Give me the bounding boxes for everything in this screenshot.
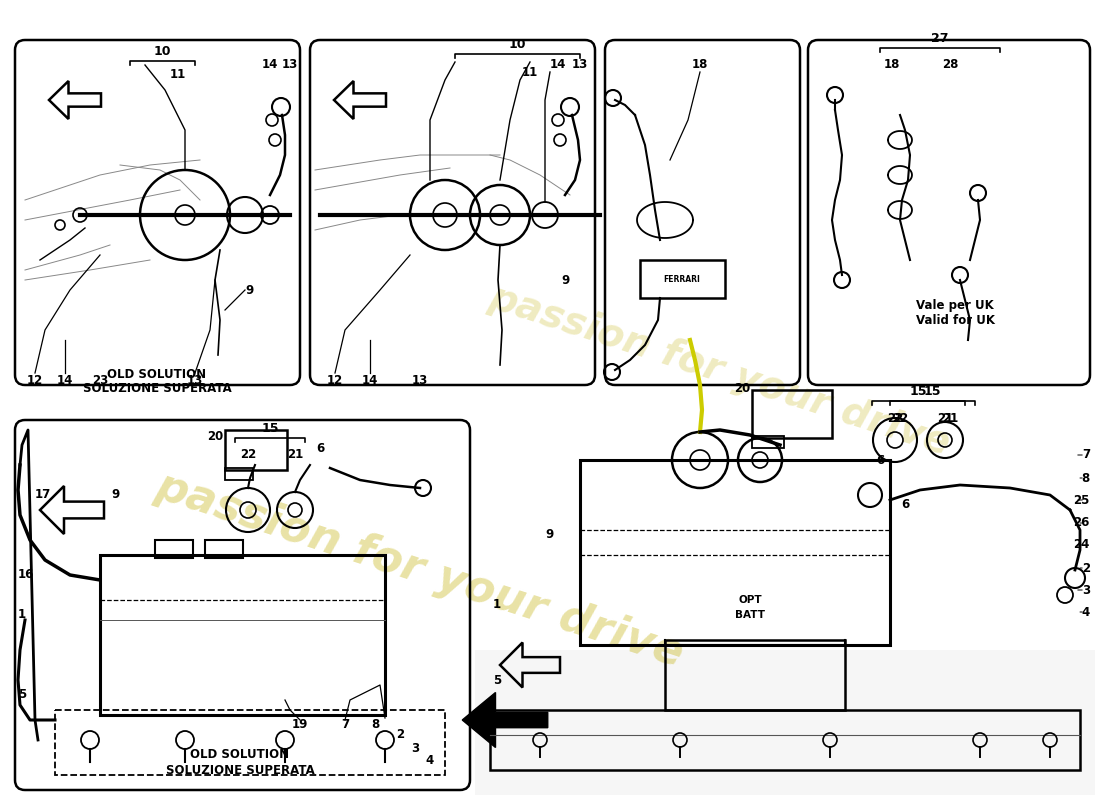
Text: 13: 13 (572, 58, 588, 71)
Text: 1: 1 (493, 598, 502, 611)
Text: 13: 13 (411, 374, 428, 386)
Text: 14: 14 (262, 58, 278, 71)
Text: 9: 9 (546, 529, 554, 542)
Bar (752, 390, 832, 438)
Text: 13: 13 (282, 58, 298, 71)
Polygon shape (462, 693, 548, 747)
Text: 5: 5 (18, 689, 26, 702)
Text: 21: 21 (937, 411, 953, 425)
Text: Valid for UK: Valid for UK (915, 314, 994, 326)
Text: 4: 4 (426, 754, 434, 766)
Text: 9: 9 (111, 489, 119, 502)
Text: 6: 6 (876, 454, 884, 466)
Text: 7: 7 (341, 718, 349, 731)
Text: Vale per UK: Vale per UK (916, 298, 994, 311)
Text: 18: 18 (692, 58, 708, 71)
Bar (580, 460, 890, 645)
Text: 12: 12 (26, 374, 43, 386)
Bar (490, 710, 1080, 770)
Text: 27: 27 (932, 32, 948, 45)
Text: 12: 12 (327, 374, 343, 386)
Bar (666, 640, 845, 710)
Text: 6: 6 (901, 498, 909, 511)
Text: 11: 11 (521, 66, 538, 78)
Text: 26: 26 (1074, 517, 1090, 530)
Bar (100, 555, 385, 715)
Text: BATT: BATT (735, 610, 764, 620)
Text: 14: 14 (362, 374, 378, 386)
Text: 9: 9 (246, 283, 254, 297)
Text: 2: 2 (1082, 562, 1090, 574)
Text: 25: 25 (1074, 494, 1090, 506)
Text: 20: 20 (734, 382, 750, 394)
Text: OLD SOLUTION: OLD SOLUTION (108, 369, 207, 382)
Bar (205, 540, 243, 558)
Text: 15: 15 (910, 385, 927, 398)
Text: 17: 17 (35, 489, 51, 502)
Text: passion for your drive: passion for your drive (151, 464, 690, 676)
Text: 5: 5 (493, 674, 502, 686)
Text: 8: 8 (371, 718, 380, 731)
Text: FERRARI: FERRARI (663, 274, 701, 283)
Text: 15: 15 (262, 422, 278, 435)
Text: OLD SOLUTION: OLD SOLUTION (190, 749, 289, 762)
Bar (55, 710, 446, 775)
Bar (226, 430, 287, 470)
Text: passion for your drive: passion for your drive (485, 278, 955, 462)
Text: 24: 24 (1074, 538, 1090, 551)
Text: 18: 18 (883, 58, 900, 71)
Text: 22: 22 (892, 411, 909, 425)
Text: 14: 14 (57, 374, 74, 386)
Text: 6: 6 (316, 442, 324, 454)
Text: 21: 21 (942, 411, 958, 425)
Bar (226, 468, 253, 480)
Text: 28: 28 (942, 58, 958, 71)
Bar (640, 260, 725, 298)
Bar (155, 540, 192, 558)
Text: 7: 7 (1082, 449, 1090, 462)
Text: 22: 22 (887, 411, 903, 425)
Text: 3: 3 (1082, 583, 1090, 597)
Text: 2: 2 (396, 729, 404, 742)
Text: 14: 14 (550, 58, 566, 71)
Text: 10: 10 (508, 38, 526, 51)
Text: SOLUZIONE SUPERATA: SOLUZIONE SUPERATA (166, 763, 315, 777)
Text: 19: 19 (292, 718, 308, 731)
Text: 22: 22 (240, 449, 256, 462)
Text: SOLUZIONE SUPERATA: SOLUZIONE SUPERATA (82, 382, 231, 394)
Text: 9: 9 (561, 274, 569, 286)
Text: 3: 3 (411, 742, 419, 754)
Bar (752, 436, 784, 448)
Bar (475, 650, 1094, 795)
Text: 15: 15 (924, 385, 942, 398)
Text: 8: 8 (1081, 471, 1090, 485)
Text: 21: 21 (287, 449, 304, 462)
Text: 13: 13 (187, 374, 204, 386)
Text: 4: 4 (1081, 606, 1090, 618)
Text: 23: 23 (92, 374, 108, 386)
Text: 20: 20 (207, 430, 223, 443)
Text: 10: 10 (154, 45, 172, 58)
Text: 16: 16 (18, 569, 34, 582)
Text: 11: 11 (169, 69, 186, 82)
Text: OPT: OPT (738, 595, 762, 605)
Text: 1: 1 (18, 609, 26, 622)
